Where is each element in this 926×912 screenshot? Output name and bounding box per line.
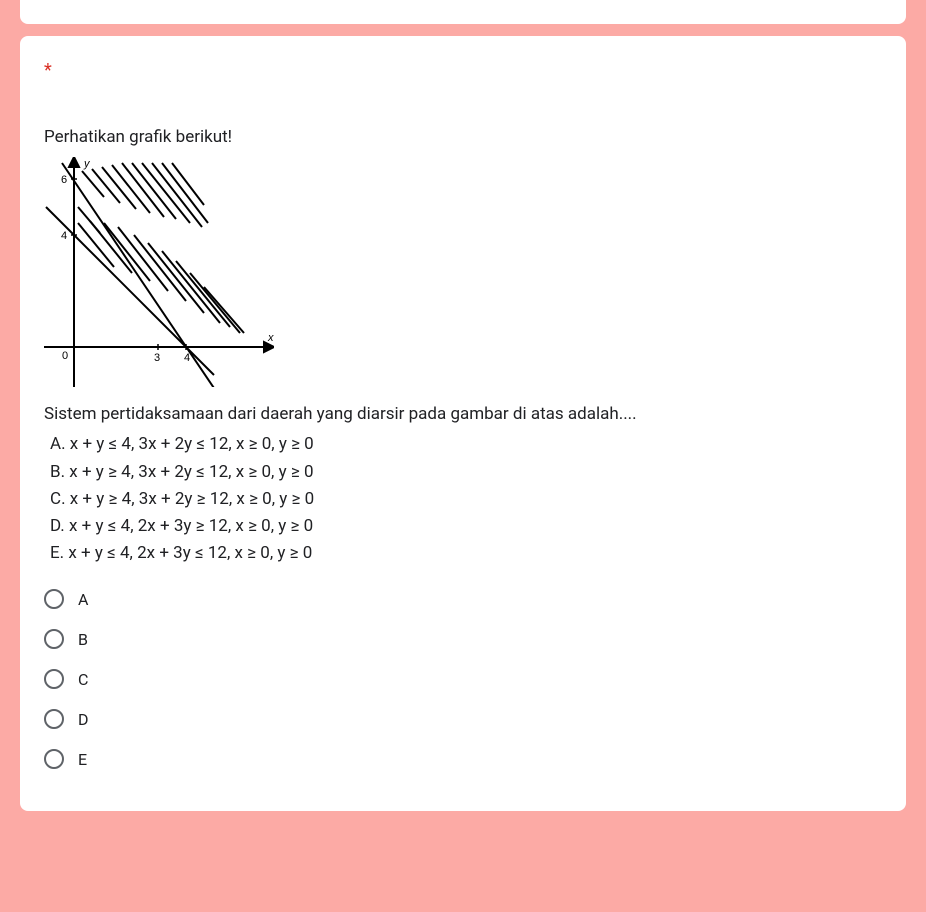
radio-option-c[interactable]: C [44, 659, 882, 699]
radio-label: D [78, 710, 89, 729]
previous-card-tail [20, 0, 906, 24]
radio-label: C [78, 670, 88, 689]
question-card: * Perhatikan grafik berikut! [20, 36, 906, 811]
graph-ytick-4: 4 [61, 230, 67, 242]
radio-label: E [78, 750, 87, 769]
radio-option-a[interactable]: A [44, 579, 882, 619]
radio-icon [44, 629, 64, 649]
graph-xtick-4: 4 [184, 352, 190, 364]
graph-xtick-3: 3 [154, 352, 160, 364]
required-asterisk: * [44, 60, 52, 81]
radio-option-d[interactable]: D [44, 699, 882, 739]
answer-text-a: A. x + y ≤ 4, 3x + 2y ≤ 12, x ≥ 0, y ≥ 0 [50, 431, 882, 458]
graph-origin-label: 0 [62, 350, 68, 362]
radio-icon [44, 749, 64, 769]
graph-ytick-6: 6 [61, 174, 67, 186]
question-prompt: Sistem pertidaksamaan dari daerah yang d… [44, 401, 882, 427]
answer-text-block: A. x + y ≤ 4, 3x + 2y ≤ 12, x ≥ 0, y ≥ 0… [50, 431, 882, 567]
answer-text-c: C. x + y ≥ 4, 3x + 2y ≥ 12, x ≥ 0, y ≥ 0 [50, 486, 882, 513]
radio-option-e[interactable]: E [44, 739, 882, 779]
radio-label: A [78, 590, 88, 609]
radio-option-b[interactable]: B [44, 619, 882, 659]
answer-text-e: E. x + y ≤ 4, 2x + 3y ≤ 12, x ≥ 0, y ≥ 0 [50, 540, 882, 567]
question-intro: Perhatikan grafik berikut! [44, 127, 882, 147]
answer-text-b: B. x + y ≥ 4, 3x + 2y ≤ 12, x ≥ 0, y ≥ 0 [50, 459, 882, 486]
radio-icon [44, 589, 64, 609]
graph-x-axis-label: x [267, 332, 274, 344]
answer-text-d: D. x + y ≤ 4, 2x + 3y ≥ 12, x ≥ 0, y ≥ 0 [50, 513, 882, 540]
inequality-graph-svg: 6 4 0 3 4 y x [44, 157, 274, 387]
radio-options-list: A B C D E [44, 579, 882, 779]
graph-y-axis-label: y [83, 158, 91, 170]
graph-figure: 6 4 0 3 4 y x [44, 157, 882, 387]
radio-icon [44, 669, 64, 689]
radio-icon [44, 709, 64, 729]
radio-label: B [78, 630, 88, 649]
